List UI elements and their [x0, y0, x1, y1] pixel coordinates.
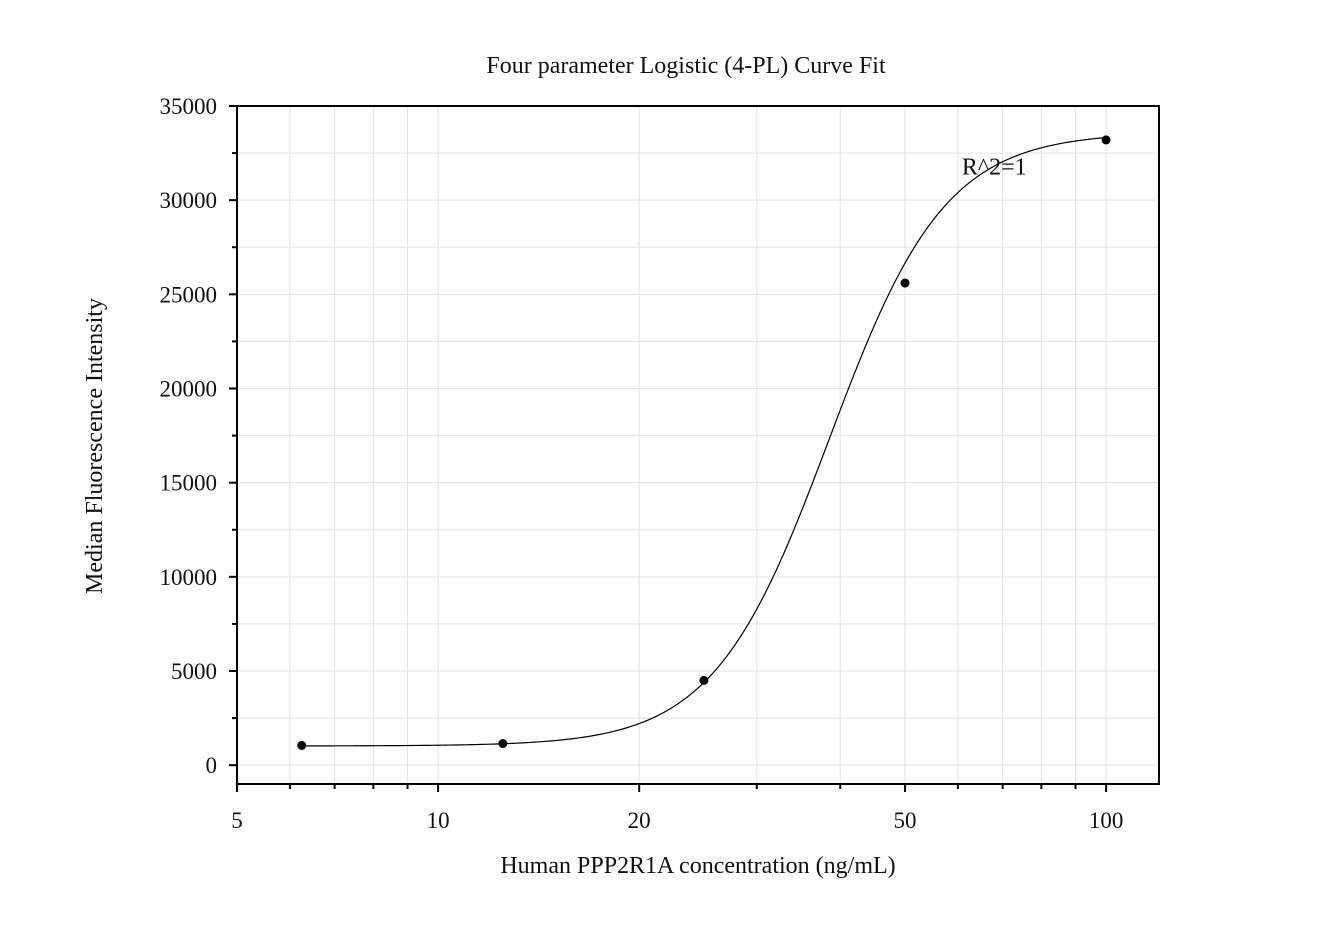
y-tick-label: 35000: [160, 94, 218, 119]
grid: [236, 105, 1159, 784]
axis-ticks: [229, 105, 1108, 792]
x-axis-label: Human PPP2R1A concentration (ng/mL): [500, 853, 895, 879]
x-tick-label: 5: [231, 808, 243, 833]
y-tick-label: 25000: [160, 282, 218, 307]
tick-labels: 0 5000 10000 15000 20000 25000 30000 35000 5 10 20…: [160, 94, 1124, 833]
plot-frame: [236, 105, 1160, 785]
data-point: [699, 675, 709, 685]
data-point: [1101, 135, 1111, 145]
x-tick-label: 20: [628, 808, 651, 833]
data-point: [498, 739, 508, 749]
y-tick-label: 20000: [160, 377, 218, 402]
r-squared-annotation: R^2=1: [962, 154, 1027, 180]
x-tick-label: 100: [1089, 808, 1124, 833]
y-tick-label: 10000: [160, 565, 218, 590]
y-axis-label: Median Fluorescence Intensity: [82, 298, 108, 594]
y-tick-label: 0: [206, 753, 218, 778]
y-tick-label: 15000: [160, 471, 218, 496]
y-tick-label: 30000: [160, 188, 218, 213]
x-tick-label: 10: [427, 808, 450, 833]
data-points: [297, 135, 1111, 750]
data-point: [297, 740, 307, 750]
chart-title: Four parameter Logistic (4-PL) Curve Fit: [486, 53, 886, 79]
fit-curve: [301, 136, 1107, 747]
data-point: [900, 278, 910, 288]
x-tick-label: 50: [894, 808, 917, 833]
y-tick-label: 5000: [171, 659, 217, 684]
